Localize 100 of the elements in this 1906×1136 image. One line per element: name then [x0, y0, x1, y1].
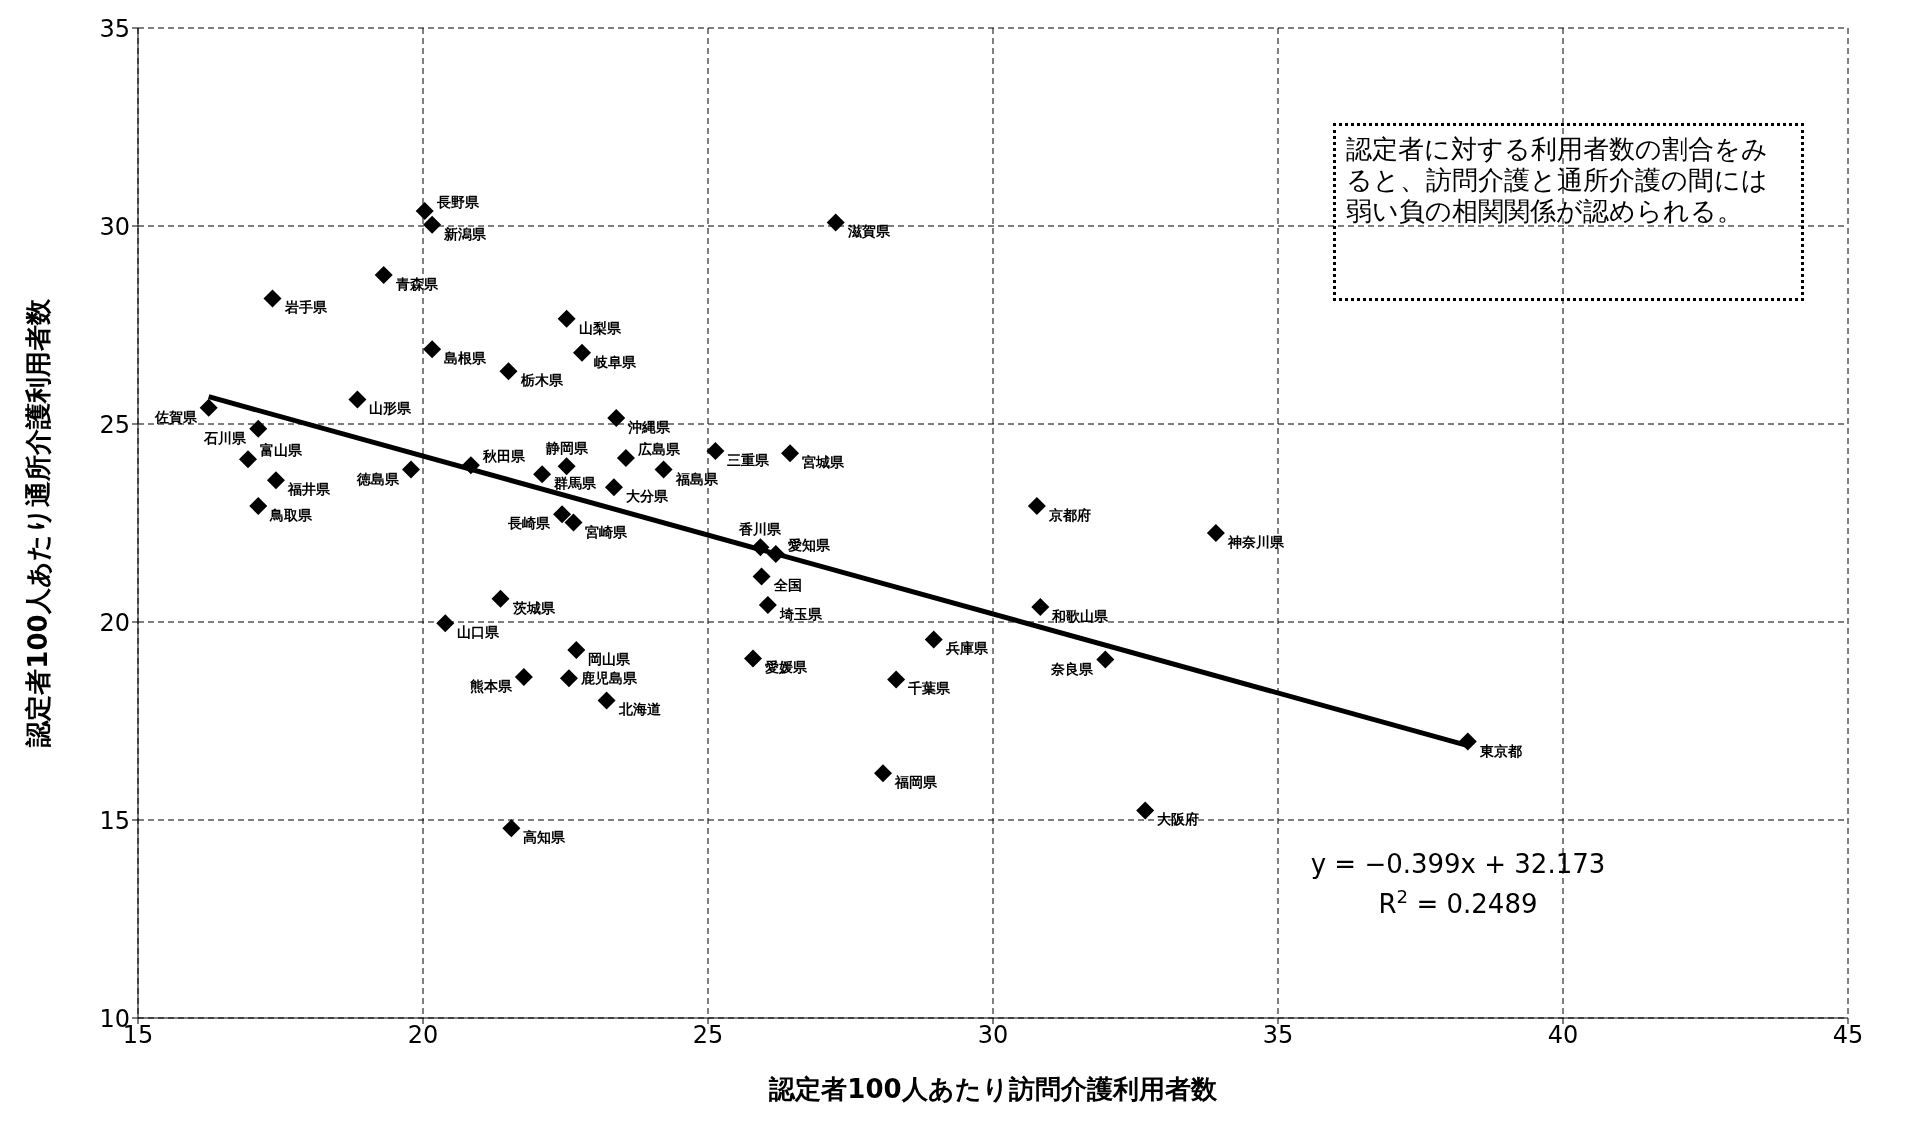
point	[654, 460, 673, 479]
point	[239, 450, 258, 469]
annotation: 京都府	[1047, 506, 1091, 523]
point	[567, 641, 586, 660]
annotation: 栃木県	[519, 372, 564, 389]
x-axis-title: 認定者100人あたり訪問介護利用者数	[768, 1074, 1218, 1104]
annotation: 和歌山県	[1051, 607, 1110, 624]
annotation: 滋賀県	[846, 223, 891, 240]
point	[402, 460, 421, 479]
x-tick-label: 20	[407, 1021, 439, 1050]
annotation: 山梨県	[578, 319, 622, 336]
x-tick-label: 45	[1832, 1021, 1864, 1050]
annotation: 福岡県	[893, 774, 938, 791]
point	[499, 362, 518, 381]
point	[557, 309, 576, 328]
point	[199, 398, 218, 417]
point	[826, 213, 845, 232]
annotation: 愛知県	[787, 536, 831, 553]
point	[924, 630, 943, 649]
point	[887, 670, 906, 689]
annotation: 東京都	[1478, 742, 1522, 759]
point	[597, 691, 616, 710]
annotation: 愛媛県	[765, 659, 809, 676]
annotation: 山口県	[457, 624, 501, 641]
point	[415, 201, 434, 220]
point	[616, 449, 635, 468]
point	[557, 457, 576, 476]
annotation: 香川県	[738, 521, 783, 538]
annotation: 埼玉県	[778, 605, 823, 622]
point	[607, 409, 626, 428]
annotation: y = −0.399x + 32.173	[1310, 849, 1606, 879]
point	[553, 505, 572, 524]
annotation: 全国	[772, 577, 802, 594]
point	[514, 668, 533, 687]
annotation: 北海道	[617, 701, 662, 718]
point	[348, 390, 367, 409]
y-tick-label: 30	[99, 212, 130, 241]
y-tick-label: 35	[99, 14, 130, 43]
annotation: 福井県	[286, 481, 331, 498]
x-tick-label: 35	[1262, 1021, 1294, 1050]
annotation: 秋田県	[481, 448, 526, 465]
x-tick-label: 30	[977, 1021, 1009, 1050]
annotation: 長崎県	[507, 515, 552, 532]
point	[436, 614, 455, 633]
annotation: 島根県	[444, 350, 488, 367]
annotation: 山形県	[369, 400, 413, 417]
point	[423, 215, 442, 234]
annotation: 静岡県	[544, 440, 589, 457]
y-tick-label: 20	[99, 608, 130, 637]
point	[491, 589, 510, 608]
point	[263, 289, 282, 308]
annotation: 大阪府	[1157, 811, 1200, 828]
annotation: 福島県	[674, 470, 719, 487]
annotation: 石川県	[203, 429, 248, 446]
point	[249, 496, 268, 515]
point	[423, 340, 442, 359]
x-tick-label: 40	[1547, 1021, 1579, 1050]
point	[781, 444, 800, 463]
annotation: 佐賀県	[153, 408, 198, 425]
annotation: 長野県	[435, 193, 480, 210]
point	[559, 669, 578, 688]
annotation: 岐阜県	[594, 353, 638, 370]
annotation: 大分県	[625, 488, 669, 505]
annotation: 茨城県	[511, 599, 556, 616]
point	[502, 819, 521, 838]
annotation: 徳島県	[356, 470, 401, 487]
annotation: 高知県	[523, 829, 567, 846]
point	[1206, 523, 1225, 542]
point	[873, 764, 892, 783]
annotation: 鹿児島県	[579, 670, 638, 687]
point	[249, 419, 268, 438]
point	[604, 478, 623, 497]
y-tick-label: 15	[99, 806, 130, 835]
point	[266, 471, 285, 490]
annotation: 宮城県	[802, 454, 846, 471]
annotation: 沖縄県	[627, 419, 672, 436]
annotation: 奈良県	[1050, 660, 1095, 677]
annotation: 富山県	[260, 442, 304, 459]
x-tick-label: 25	[692, 1021, 724, 1050]
annotation: 群馬県	[553, 475, 598, 492]
annotation: R$^{2}$ = 0.2489	[1378, 885, 1538, 919]
y-axis-title: 認定者100人あたり通所介護利用者数	[23, 298, 54, 748]
annotation: 新潟県	[443, 225, 488, 242]
point	[573, 343, 592, 362]
annotation: 広島県	[636, 441, 681, 458]
point	[1096, 650, 1115, 669]
annotation: 認定者に対する利用者数の割合をみると、訪問介護と通所介護の間には弱い負の相関関係が認められる。	[1333, 123, 1804, 301]
annotation: 千葉県	[907, 680, 952, 697]
annotation: 青森県	[394, 276, 439, 293]
annotation: 岡山県	[588, 651, 632, 668]
point	[1027, 496, 1046, 515]
point	[564, 513, 583, 532]
point	[533, 465, 552, 484]
point	[1031, 597, 1050, 616]
point	[752, 567, 771, 586]
annotation: 三重県	[727, 451, 771, 468]
annotation: 鳥取県	[269, 506, 314, 523]
point	[744, 649, 763, 668]
annotation: 熊本県	[469, 678, 513, 695]
annotation: 兵庫県	[944, 640, 989, 657]
